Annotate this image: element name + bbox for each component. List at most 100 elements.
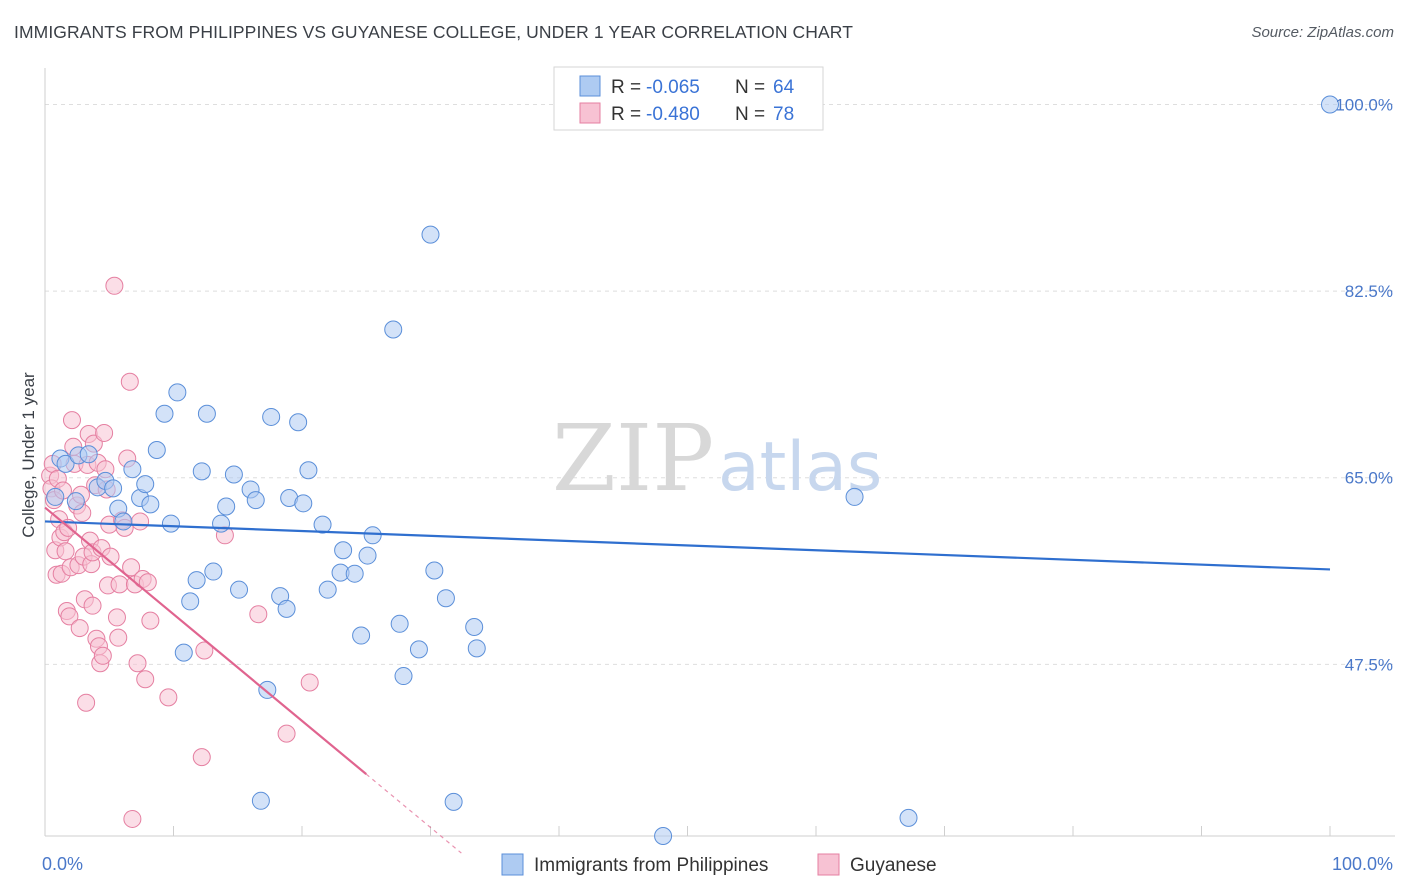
y-tick-label: 47.5% — [1345, 655, 1393, 674]
point-philippines — [390, 614, 409, 633]
point-guyanese — [122, 558, 141, 577]
point-philippines — [141, 495, 160, 514]
legend-r-value: -0.065 — [646, 77, 700, 98]
x-tick-label: 100.0% — [1332, 854, 1393, 874]
point-guyanese — [83, 596, 102, 615]
point-philippines — [212, 514, 231, 533]
point-philippines — [384, 320, 403, 339]
legend-r-value: -0.480 — [646, 104, 700, 125]
legend-swatch — [579, 102, 601, 124]
source-credit: Source: ZipAtlas.com — [1251, 24, 1394, 41]
point-philippines — [289, 413, 308, 432]
point-philippines — [147, 441, 166, 460]
y-tick-label: 65.0% — [1345, 469, 1393, 488]
point-philippines — [136, 475, 155, 494]
point-philippines — [334, 541, 353, 560]
point-guyanese — [249, 605, 268, 624]
point-guyanese — [141, 611, 160, 630]
point-philippines — [246, 491, 265, 510]
legend-r-label: R = — [611, 77, 641, 98]
legend: R = -0.065 N = 64 R = -0.480 N = 78 — [553, 66, 824, 131]
point-guyanese — [138, 573, 157, 592]
point-guyanese — [128, 654, 147, 673]
point-philippines — [358, 546, 377, 565]
bottom-legend-label: Immigrants from Philippines — [534, 855, 768, 876]
point-philippines — [181, 592, 200, 611]
point-philippines — [277, 599, 296, 618]
point-guyanese — [136, 670, 155, 689]
point-philippines — [436, 589, 455, 608]
point-philippines — [294, 494, 313, 513]
point-philippines — [217, 497, 236, 516]
point-philippines — [251, 791, 270, 810]
trend-lines — [44, 506, 1331, 854]
legend-n-value: 64 — [773, 77, 795, 98]
point-guyanese — [77, 693, 96, 712]
point-philippines — [104, 479, 123, 498]
grid-lines — [45, 104, 1395, 665]
point-philippines — [262, 407, 281, 426]
point-philippines — [123, 460, 142, 479]
point-guyanese — [195, 641, 214, 660]
legend-n-label: N = — [735, 104, 765, 125]
x-tick-label: 0.0% — [42, 854, 83, 874]
point-philippines — [230, 580, 249, 599]
tick-labels: 47.5% 65.0% 82.5% 100.0% 0.0% 100.0% — [42, 96, 1393, 874]
point-guyanese — [95, 423, 114, 442]
point-philippines — [899, 808, 918, 827]
point-guyanese — [105, 276, 124, 295]
legend-n-value: 78 — [773, 104, 794, 125]
legend-n-label: N = — [735, 77, 765, 98]
point-philippines — [363, 526, 382, 545]
point-philippines — [394, 667, 413, 686]
point-philippines — [1321, 95, 1339, 114]
point-philippines — [155, 404, 174, 423]
point-philippines — [174, 643, 193, 662]
axes — [44, 68, 1395, 837]
point-philippines — [187, 571, 206, 590]
point-philippines — [345, 564, 364, 583]
point-guyanese — [159, 688, 178, 707]
point-philippines — [224, 465, 243, 484]
point-philippines — [444, 792, 463, 811]
point-philippines — [425, 561, 444, 580]
point-guyanese — [109, 628, 128, 647]
point-philippines — [467, 639, 486, 658]
point-philippines — [56, 454, 75, 473]
chart-title: IMMIGRANTS FROM PHILIPPINES VS GUYANESE … — [14, 22, 853, 42]
point-philippines — [409, 640, 428, 659]
bottom-legend-swatch — [817, 853, 840, 876]
point-guyanese — [110, 575, 129, 594]
point-philippines — [352, 626, 371, 645]
point-guyanese — [101, 547, 120, 566]
point-guyanese — [277, 724, 296, 743]
point-philippines — [421, 225, 440, 244]
point-philippines — [79, 445, 98, 464]
point-philippines — [197, 404, 216, 423]
point-guyanese — [120, 372, 139, 391]
point-philippines — [299, 461, 318, 480]
point-guyanese — [93, 646, 112, 665]
point-philippines — [66, 492, 85, 511]
point-guyanese — [70, 619, 89, 638]
point-philippines — [192, 462, 211, 481]
point-guyanese — [107, 608, 126, 627]
point-guyanese — [300, 673, 319, 692]
point-guyanese — [131, 512, 150, 531]
point-philippines — [168, 383, 187, 402]
point-guyanese — [56, 542, 75, 561]
point-guyanese — [60, 607, 79, 626]
point-philippines — [161, 514, 180, 533]
bottom-legend-label: Guyanese — [850, 855, 937, 876]
y-tick-label: 82.5% — [1345, 282, 1393, 301]
watermark: ZIP atlas — [552, 405, 882, 512]
point-philippines — [46, 487, 65, 506]
data-points — [41, 95, 1339, 845]
y-tick-label: 100.0% — [1335, 96, 1393, 115]
point-philippines — [654, 827, 673, 845]
point-guyanese — [192, 748, 211, 767]
trend-line-guyanese-extrapolated — [365, 773, 462, 854]
trend-line-philippines — [44, 520, 1331, 571]
point-philippines — [318, 580, 337, 599]
